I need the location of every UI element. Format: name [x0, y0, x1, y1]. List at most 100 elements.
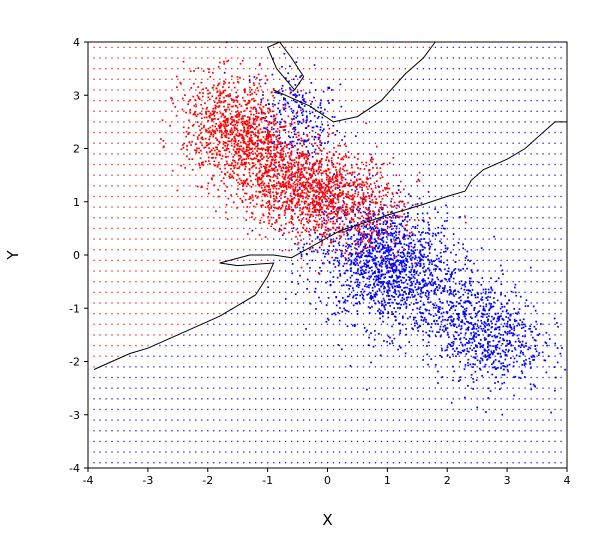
data-point [384, 287, 386, 289]
background-dot [386, 227, 389, 230]
data-point [359, 294, 362, 297]
background-dot [129, 398, 131, 400]
background-dot [195, 291, 197, 293]
background-dot [368, 78, 371, 80]
data-point [368, 249, 371, 251]
background-dot [392, 110, 395, 112]
background-dot [231, 68, 233, 70]
background-dot [314, 270, 317, 272]
background-dot [213, 366, 215, 368]
background-dot [356, 78, 359, 80]
background-dot [332, 355, 335, 357]
background-dot [410, 174, 413, 176]
background-dot [386, 110, 389, 112]
background-dot [434, 408, 436, 411]
background-dot [386, 355, 389, 357]
background-dot [129, 281, 131, 283]
background-dot [530, 206, 532, 208]
data-point [357, 233, 360, 236]
background-dot [548, 408, 550, 411]
background-dot [93, 451, 95, 453]
background-dot [201, 227, 203, 230]
background-dot [267, 68, 269, 70]
background-dot [512, 206, 514, 208]
background-dot [500, 408, 502, 411]
data-point [362, 298, 365, 301]
background-dot [326, 110, 329, 112]
background-dot [147, 217, 149, 219]
background-dot [165, 153, 167, 155]
data-point [463, 368, 466, 370]
background-dot [482, 291, 484, 293]
background-dot [374, 323, 377, 325]
background-dot [249, 408, 251, 411]
background-dot [470, 312, 472, 315]
data-point [387, 234, 390, 236]
background-dot [530, 366, 532, 368]
background-dot [404, 312, 407, 315]
background-dot [560, 291, 562, 293]
background-dot [290, 153, 293, 155]
data-point [460, 269, 462, 272]
background-dot [153, 195, 155, 198]
background-dot [308, 57, 311, 59]
background-dot [219, 398, 221, 400]
background-dot [332, 217, 335, 219]
background-dot [494, 302, 496, 304]
background-dot [488, 366, 490, 368]
background-dot [410, 398, 413, 400]
background-dot [201, 78, 203, 80]
background-dot [410, 163, 413, 166]
data-point [306, 287, 308, 290]
background-dot [440, 110, 442, 112]
background-dot [296, 281, 299, 283]
data-point [291, 111, 294, 114]
background-dot [93, 355, 95, 357]
background-dot [518, 227, 520, 230]
data-point [364, 247, 366, 250]
background-dot [225, 227, 227, 230]
data-point [341, 296, 344, 299]
data-point [397, 254, 400, 257]
background-dot [195, 387, 197, 389]
background-dot [105, 451, 107, 453]
background-dot [518, 419, 520, 421]
data-point [313, 138, 316, 141]
background-dot [165, 312, 167, 315]
data-point [379, 242, 382, 245]
background-dot [386, 408, 389, 411]
background-dot [225, 121, 227, 123]
data-point [368, 212, 371, 215]
background-dot [243, 334, 245, 336]
background-dot [308, 440, 311, 443]
background-dot [344, 323, 347, 325]
data-point [407, 237, 410, 240]
background-dot [410, 206, 413, 208]
background-dot [189, 227, 191, 230]
background-dot [219, 68, 221, 70]
data-point [403, 291, 405, 293]
data-point [354, 253, 357, 255]
data-point [411, 284, 413, 287]
background-dot [446, 238, 448, 240]
data-point [345, 250, 348, 252]
background-dot [374, 142, 377, 144]
background-dot [267, 121, 269, 123]
background-dot [488, 259, 490, 262]
background-dot [482, 153, 484, 155]
background-dot [171, 302, 173, 304]
background-dot [386, 376, 389, 379]
background-dot [267, 398, 269, 400]
background-dot [416, 398, 419, 400]
background-dot [111, 78, 113, 80]
data-point [388, 280, 390, 282]
background-dot [207, 366, 209, 368]
background-dot [434, 355, 436, 357]
background-dot [458, 89, 460, 91]
background-dot [380, 408, 383, 411]
data-point [405, 244, 408, 246]
data-point [329, 217, 332, 220]
background-dot [99, 185, 101, 187]
data-point [387, 270, 390, 272]
data-point [313, 151, 316, 153]
